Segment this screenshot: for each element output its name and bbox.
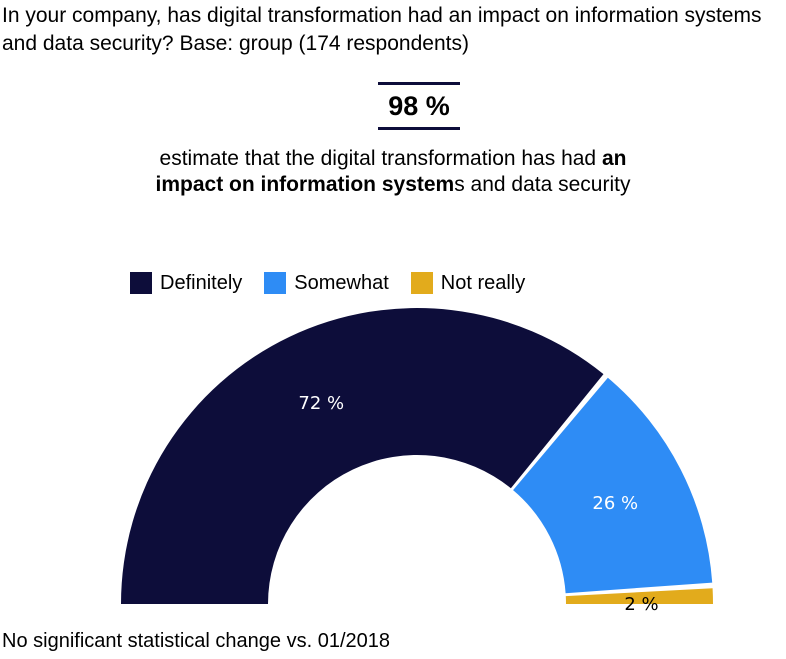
slice-not-really <box>565 588 713 604</box>
kpi-bottom-rule <box>378 127 460 130</box>
legend-swatch-not-really <box>410 272 433 294</box>
kpi-top-rule <box>378 82 460 85</box>
kpi-caption: estimate that the digital transformation… <box>143 146 643 198</box>
legend-swatch-definitely <box>130 272 152 294</box>
chart-legend: Definitely Somewhat Not really <box>130 270 547 296</box>
slice-label-definitely: 72 % <box>298 393 344 414</box>
kpi-caption-bold: an impact on information system <box>155 147 627 196</box>
legend-item-somewhat: Somewhat <box>264 272 389 295</box>
kpi-caption-after: s and data security <box>454 173 631 196</box>
chart-question: In your company, has digital transformat… <box>2 4 762 55</box>
slice-definitely <box>121 308 604 604</box>
legend-label-not-really: Not really <box>440 271 526 294</box>
slice-somewhat <box>513 377 713 594</box>
kpi-value: 98 % <box>388 91 450 121</box>
legend-item-not-really: Not really <box>410 271 526 295</box>
slice-label-not-really: 2 % <box>624 594 658 615</box>
legend-item-definitely: Definitely <box>130 272 242 295</box>
slice-label-somewhat: 26 % <box>592 493 638 514</box>
kpi-caption-before: estimate that the digital transformation… <box>159 147 602 170</box>
legend-label-somewhat: Somewhat <box>294 271 389 294</box>
footnote: No significant statistical change vs. 01… <box>2 630 390 652</box>
legend-swatch-somewhat <box>264 272 287 294</box>
legend-label-definitely: Definitely <box>160 271 243 294</box>
